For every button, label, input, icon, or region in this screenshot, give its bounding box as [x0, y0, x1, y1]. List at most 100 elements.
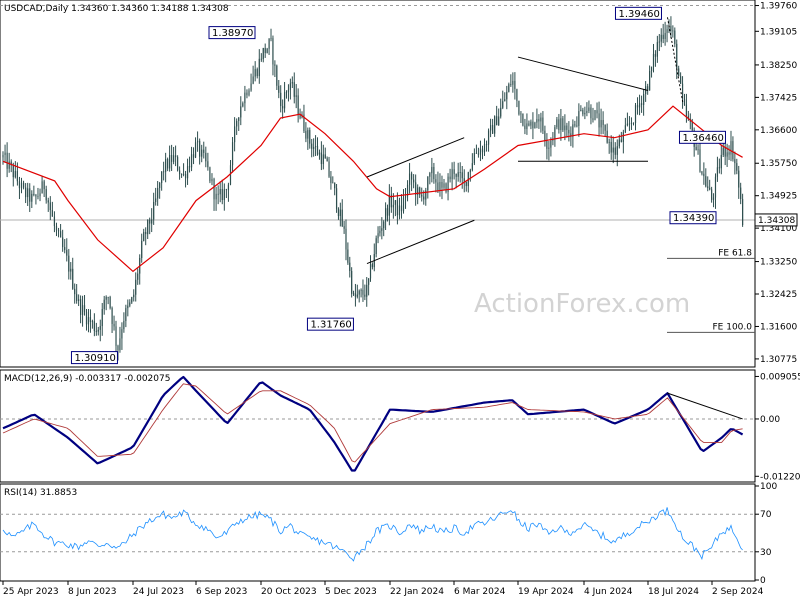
candle-body	[732, 141, 734, 160]
price-candle	[35, 193, 37, 205]
price-candle	[18, 176, 21, 200]
rsi-line	[2, 507, 743, 562]
candle-body	[572, 124, 574, 137]
price-header: USDCAD,Daily 1.34360 1.34360 1.34188 1.3…	[4, 4, 229, 14]
candle-body	[221, 188, 223, 201]
price-candle	[596, 102, 598, 119]
price-candle	[352, 290, 355, 296]
candle-body	[351, 270, 353, 294]
price-candle	[554, 124, 556, 147]
candle-body	[18, 181, 21, 189]
price-candle	[209, 166, 211, 184]
candle-body	[564, 125, 566, 131]
candle-body	[705, 176, 707, 187]
x-tick-label: 2 Sep 2024	[712, 587, 764, 597]
candle-body	[396, 200, 399, 216]
candle-body	[522, 113, 524, 126]
price-candle	[381, 217, 383, 240]
candle-body	[345, 228, 347, 250]
price-ytick-label: 1.30775	[760, 355, 797, 365]
candle-body	[421, 194, 423, 197]
price-candle	[129, 299, 131, 308]
candle-body	[392, 204, 394, 208]
price-candle	[626, 112, 629, 127]
candle-body	[685, 104, 688, 116]
price-candle	[485, 140, 488, 152]
price-candle	[368, 278, 370, 296]
candle-body	[176, 157, 179, 171]
x-tick-label: 24 Jul 2023	[133, 587, 184, 597]
candle-body	[16, 171, 18, 182]
candle-body	[417, 187, 419, 195]
candle-body	[121, 329, 123, 339]
price-candle	[421, 187, 423, 202]
price-candle	[22, 180, 25, 190]
candle-body	[604, 124, 606, 131]
price-candle	[742, 193, 744, 227]
candle-body	[203, 149, 205, 153]
price-candle	[165, 152, 167, 183]
candle-body	[548, 147, 550, 149]
price-candle	[604, 124, 606, 137]
x-tick-label: 6 Sep 2023	[196, 587, 247, 597]
price-candle	[492, 118, 494, 135]
x-tick-label: 6 Mar 2024	[454, 587, 506, 597]
annotation-label: 1.34390	[673, 213, 714, 224]
price-candle	[475, 144, 478, 154]
price-candle	[674, 27, 676, 48]
price-candle	[463, 169, 465, 193]
price-candle	[287, 84, 290, 102]
candle-body	[145, 232, 147, 235]
price-candle	[225, 188, 227, 199]
price-candle	[425, 187, 427, 206]
candle-body	[371, 264, 373, 268]
price-candle	[606, 123, 608, 144]
candle-body	[87, 317, 90, 325]
candle-body	[74, 288, 76, 295]
candle-body	[70, 268, 72, 272]
candle-body	[205, 152, 207, 162]
price-candle	[386, 204, 389, 222]
price-annotation: 1.36460	[678, 130, 726, 144]
candle-body	[282, 106, 284, 109]
candle-body	[135, 279, 137, 295]
candle-body	[481, 148, 484, 153]
price-candle	[141, 233, 143, 263]
price-candle	[496, 105, 498, 126]
price-candle	[415, 174, 417, 206]
candle-body	[155, 198, 157, 202]
x-tick-label: 20 Oct 2023	[261, 587, 317, 597]
price-candle	[280, 85, 282, 113]
candle-body	[123, 320, 125, 330]
price-candle	[590, 104, 592, 125]
price-candle	[487, 128, 490, 152]
candle-body	[742, 198, 744, 225]
price-candle	[307, 127, 309, 150]
candle-body	[413, 179, 415, 183]
candle-body	[238, 117, 240, 122]
candle-body	[64, 247, 66, 250]
price-candle	[190, 146, 193, 172]
candle-body	[59, 231, 62, 238]
price-candle	[576, 116, 578, 128]
price-candle	[274, 60, 276, 78]
price-candle	[630, 117, 633, 130]
candle-body	[256, 69, 258, 77]
candle-body	[734, 159, 736, 164]
candle-body	[718, 167, 720, 169]
price-candle	[95, 322, 97, 336]
price-candle	[548, 141, 550, 161]
candle-body	[616, 146, 618, 155]
price-candle	[465, 181, 467, 192]
candle-body	[165, 159, 167, 172]
candle-body	[508, 84, 510, 92]
candle-body	[95, 330, 97, 332]
candle-body	[297, 95, 299, 115]
candle-body	[596, 110, 598, 114]
price-candle	[714, 173, 717, 209]
price-candle	[231, 137, 234, 173]
candle-body	[6, 152, 8, 169]
price-candle	[117, 344, 119, 361]
candle-body	[354, 293, 357, 297]
price-candle	[654, 50, 657, 67]
